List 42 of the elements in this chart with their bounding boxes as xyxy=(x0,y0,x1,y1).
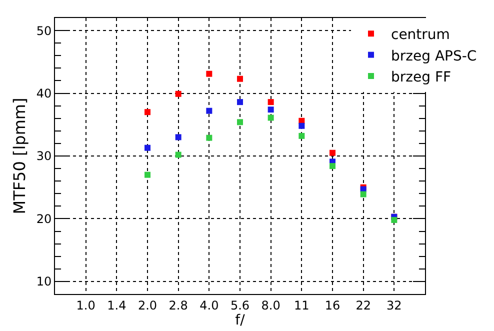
x-tick-label: 32 xyxy=(386,298,402,312)
point xyxy=(206,134,212,141)
y-axis-title: MTF50 [lpmm] xyxy=(10,98,30,214)
point xyxy=(206,70,212,77)
y-tick-label: 10 xyxy=(36,274,52,289)
y-tick-label: 40 xyxy=(36,86,52,100)
point xyxy=(175,134,182,140)
point xyxy=(298,132,305,139)
x-tick-label: 11 xyxy=(294,298,310,312)
x-tick-label: 1.4 xyxy=(107,298,126,312)
legend-label: brzeg FF xyxy=(391,69,452,86)
point xyxy=(268,114,274,121)
point xyxy=(237,76,243,82)
point xyxy=(268,106,274,113)
point xyxy=(206,108,212,114)
y-tick-label: 20 xyxy=(36,212,52,226)
point xyxy=(298,122,305,129)
point xyxy=(330,150,336,156)
point xyxy=(360,191,366,198)
x-tick-label: 16 xyxy=(324,298,340,312)
point xyxy=(175,152,182,158)
legend-label: centrum xyxy=(391,27,450,44)
x-tick-label: 4.0 xyxy=(200,298,219,312)
x-tick-label: 2.0 xyxy=(138,298,158,312)
x-tick-label: 1.0 xyxy=(76,298,96,312)
x-tick-label: 5.6 xyxy=(230,298,250,312)
point xyxy=(268,99,274,106)
point xyxy=(237,119,243,126)
x-tick-label: 2.8 xyxy=(168,298,188,312)
point xyxy=(330,163,336,170)
point xyxy=(144,144,150,151)
legend-label: brzeg APS-C xyxy=(391,48,477,64)
point xyxy=(391,216,398,223)
point xyxy=(175,90,182,97)
x-tick-label: 22 xyxy=(356,298,371,312)
point xyxy=(144,109,150,116)
point xyxy=(144,172,150,178)
x-axis-title: f/ xyxy=(235,312,246,328)
point xyxy=(237,99,243,106)
y-tick-label: 30 xyxy=(36,149,52,164)
y-tick-label: 50 xyxy=(36,24,52,38)
x-tick-label: 8.0 xyxy=(261,298,280,312)
